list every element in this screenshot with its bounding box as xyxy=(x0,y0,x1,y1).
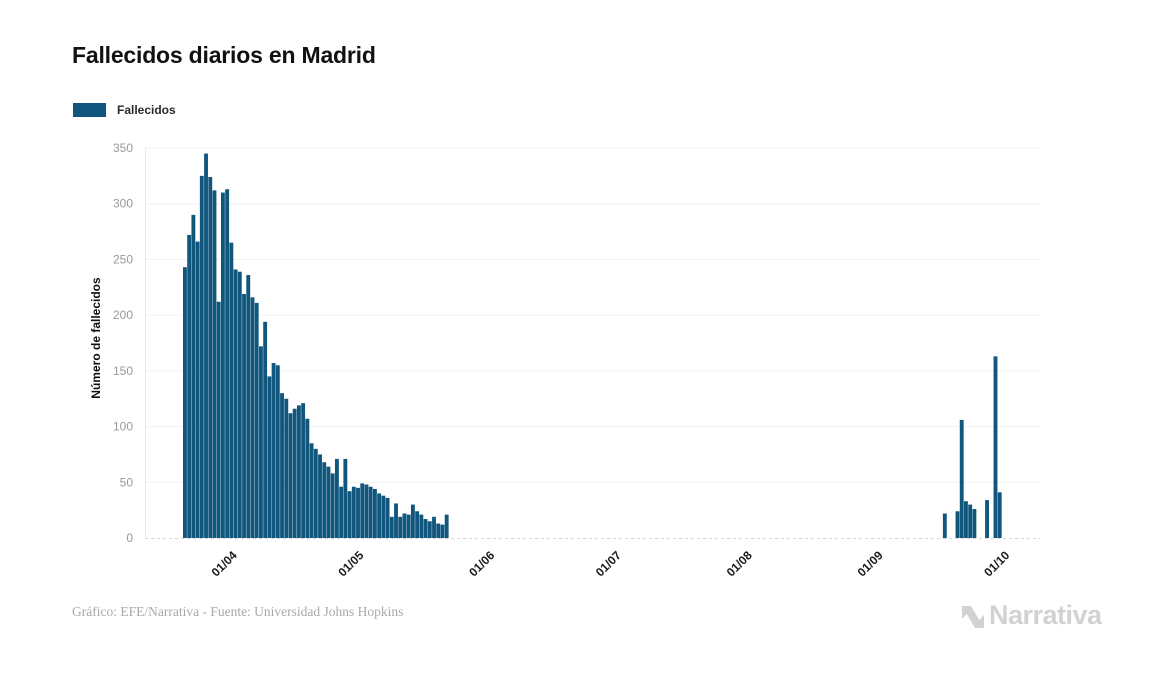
bar[interactable] xyxy=(415,511,420,538)
narrativa-logo: Narrativa xyxy=(960,600,1102,631)
bar[interactable] xyxy=(267,376,272,538)
bar[interactable] xyxy=(364,484,369,538)
bar[interactable] xyxy=(258,346,263,538)
bar[interactable] xyxy=(985,500,989,538)
bar[interactable] xyxy=(292,408,297,538)
bar[interactable] xyxy=(368,486,373,538)
bar[interactable] xyxy=(220,192,225,538)
bar[interactable] xyxy=(356,487,360,538)
bar[interactable] xyxy=(964,501,968,538)
bar[interactable] xyxy=(347,491,352,538)
bar[interactable] xyxy=(398,516,403,538)
bar[interactable] xyxy=(343,458,348,538)
bar[interactable] xyxy=(394,503,398,538)
bar[interactable] xyxy=(275,365,280,538)
x-tick-label: 01/05 xyxy=(335,548,366,579)
x-tick-label: 01/10 xyxy=(981,548,1012,579)
y-tick-label: 100 xyxy=(113,420,133,434)
x-tick-label: 01/07 xyxy=(593,548,624,579)
bar[interactable] xyxy=(296,405,301,538)
x-tick-label: 01/06 xyxy=(466,548,497,579)
bar[interactable] xyxy=(993,356,998,538)
bar[interactable] xyxy=(968,504,973,538)
bar[interactable] xyxy=(339,486,344,538)
source-credit: Gráfico: EFE/Narrativa - Fuente: Univers… xyxy=(72,604,404,619)
bar[interactable] xyxy=(389,516,394,538)
bar[interactable] xyxy=(284,398,289,538)
bar[interactable] xyxy=(305,418,310,538)
narrativa-logo-icon xyxy=(962,605,984,628)
bar[interactable] xyxy=(334,458,339,538)
bar[interactable] xyxy=(288,413,293,538)
x-tick-label: 01/08 xyxy=(724,548,755,579)
bar[interactable] xyxy=(242,293,246,538)
y-tick-label: 350 xyxy=(113,141,133,155)
page-title: Fallecidos diarios en Madrid xyxy=(72,42,376,68)
legend-item-fallecidos[interactable]: Fallecidos xyxy=(73,103,176,117)
bar[interactable] xyxy=(419,514,424,538)
bar[interactable] xyxy=(385,497,390,538)
bar[interactable] xyxy=(225,189,230,539)
bar[interactable] xyxy=(972,509,977,538)
bar[interactable] xyxy=(271,363,276,538)
legend-label: Fallecidos xyxy=(117,103,176,117)
bar[interactable] xyxy=(301,403,306,538)
bar[interactable] xyxy=(351,486,356,538)
bar[interactable] xyxy=(410,504,415,538)
bar[interactable] xyxy=(432,516,436,538)
bar[interactable] xyxy=(942,513,947,538)
legend-swatch xyxy=(73,103,106,117)
bar[interactable] xyxy=(254,302,259,538)
x-tick-label: 01/09 xyxy=(855,548,886,579)
bar[interactable] xyxy=(377,493,382,538)
bar[interactable] xyxy=(955,511,960,538)
y-tick-label: 300 xyxy=(113,197,133,211)
bar[interactable] xyxy=(199,175,204,539)
bar[interactable] xyxy=(309,443,314,538)
bar[interactable] xyxy=(330,473,335,538)
bar[interactable] xyxy=(322,462,327,538)
bar[interactable] xyxy=(204,153,208,538)
bar[interactable] xyxy=(372,488,377,538)
bar[interactable] xyxy=(381,495,386,538)
bar[interactable] xyxy=(360,483,365,538)
bar[interactable] xyxy=(313,448,318,538)
y-tick-label: 150 xyxy=(113,364,133,378)
y-tick-label: 250 xyxy=(113,252,133,266)
bar[interactable] xyxy=(440,524,445,538)
y-tick-label: 0 xyxy=(126,531,133,545)
bar[interactable] xyxy=(263,321,268,538)
bar[interactable] xyxy=(250,297,255,538)
bar[interactable] xyxy=(195,241,200,538)
bar[interactable] xyxy=(423,519,428,538)
x-tick-label: 01/04 xyxy=(209,548,240,579)
bar[interactable] xyxy=(212,190,217,538)
bar[interactable] xyxy=(191,214,196,539)
bar[interactable] xyxy=(326,466,331,538)
bar[interactable] xyxy=(233,269,238,538)
bar[interactable] xyxy=(280,393,284,538)
bar[interactable] xyxy=(959,419,964,538)
narrativa-logo-text: Narrativa xyxy=(989,600,1102,630)
bar[interactable] xyxy=(444,514,449,538)
y-tick-label: 200 xyxy=(113,308,133,322)
y-axis-title: Número de fallecidos xyxy=(89,277,103,399)
bar[interactable] xyxy=(402,513,407,538)
y-tick-label: 50 xyxy=(120,475,134,489)
bar[interactable] xyxy=(436,523,441,538)
bar[interactable] xyxy=(183,267,187,538)
bar[interactable] xyxy=(237,271,242,538)
bar[interactable] xyxy=(318,454,322,538)
bar[interactable] xyxy=(229,242,234,538)
bar[interactable] xyxy=(208,176,213,538)
bar[interactable] xyxy=(406,514,411,538)
bar[interactable] xyxy=(187,234,192,538)
bar[interactable] xyxy=(427,521,432,538)
bar[interactable] xyxy=(246,275,251,538)
bar[interactable] xyxy=(216,301,221,538)
bar[interactable] xyxy=(997,492,1002,538)
